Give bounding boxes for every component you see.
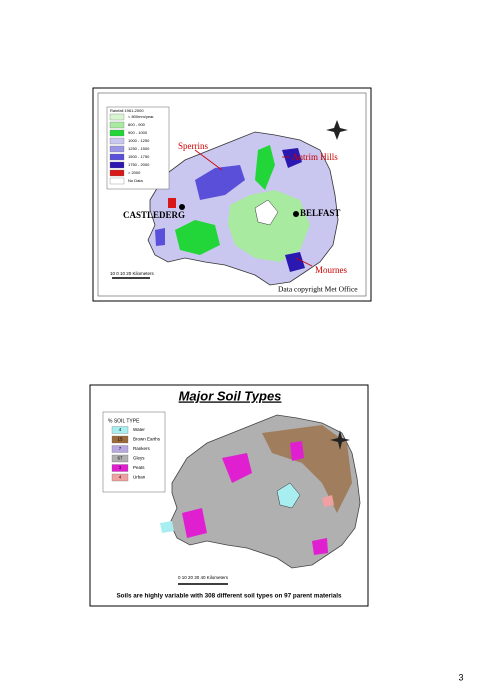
place-label: Mournes	[315, 265, 347, 275]
place-label: CASTLEDERG	[123, 210, 185, 220]
slide-title: Major Soil Types	[179, 388, 282, 403]
legend-label: < 800mm/year	[128, 114, 154, 119]
legend-swatch	[111, 473, 129, 482]
legend-swatch	[111, 464, 129, 472]
legend-swatch	[109, 113, 125, 121]
legend-swatch	[111, 435, 129, 444]
place-label: Sperrins	[178, 141, 208, 151]
legend-swatch	[109, 169, 125, 177]
legend-label: Rankers	[133, 446, 151, 451]
legend-percent: 15	[117, 437, 123, 442]
north-arrow	[330, 430, 350, 450]
soil-legend: 4 Water 15 Brown Earths 7 Rankers 67 Gleys 3 Peat…	[111, 426, 161, 482]
legend-label: Gleys	[133, 456, 145, 461]
legend-swatch	[109, 153, 125, 161]
legend-swatch	[109, 177, 125, 185]
page-number: 3	[458, 672, 463, 682]
legend-label: 1000 - 1250	[128, 138, 150, 143]
legend-label: No Data	[128, 178, 143, 183]
copyright: Data copyright Met Office	[278, 285, 358, 294]
legend-percent: 7	[119, 446, 122, 451]
legend-percent: 4	[119, 475, 122, 480]
legend-swatch	[111, 426, 129, 434]
legend-label: 1500 - 1750	[128, 154, 150, 159]
legend-label: 800 - 900	[128, 122, 146, 127]
rainfall-map	[112, 120, 348, 286]
legend-title: % SOIL TYPE	[108, 418, 140, 424]
legend-swatch	[111, 445, 129, 453]
legend-title: Rainfall 1961-2000	[110, 108, 144, 113]
scale-label: 0 10 20 30 40 Kilometers	[178, 575, 229, 580]
legend-swatch	[109, 145, 125, 153]
legend-label: 1750 - 2000	[128, 162, 150, 167]
legend-percent: 4	[119, 427, 122, 432]
scale-label: 10 0 10 20 Kilometers	[110, 271, 155, 276]
legend-percent: 67	[117, 456, 123, 461]
rainfall-legend: < 800mm/year 800 - 900 900 - 1000 1000 - 12…	[109, 113, 154, 185]
legend-label: Peats	[133, 465, 145, 470]
legend-swatch	[109, 129, 125, 137]
legend-label: 1250 - 1500	[128, 146, 150, 151]
legend-label: Urban	[133, 475, 146, 480]
legend-percent: 3	[119, 465, 122, 470]
legend-swatch	[109, 161, 125, 169]
caption: Soils are highly variable with 308 diffe…	[116, 593, 342, 600]
legend-swatch	[111, 454, 129, 463]
legend-swatch	[109, 121, 125, 129]
legend-label: Brown Earths	[133, 437, 161, 442]
place-label: BELFAST	[300, 208, 340, 218]
legend-label: 900 - 1000	[128, 130, 148, 135]
soil-map	[160, 414, 361, 569]
legend-label: > 2000	[128, 170, 141, 175]
legend-label: Water	[133, 427, 145, 432]
place-label: Antrim Hills	[292, 152, 338, 162]
legend-swatch	[109, 137, 125, 145]
